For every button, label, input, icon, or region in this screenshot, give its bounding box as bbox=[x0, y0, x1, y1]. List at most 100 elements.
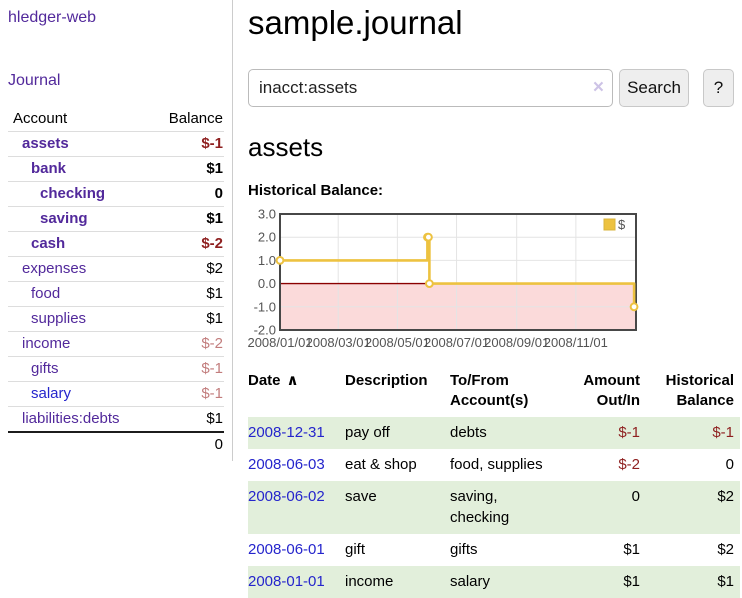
app-title-link[interactable]: hledger-web bbox=[8, 9, 97, 26]
sidebar-account-link-salary[interactable]: salary bbox=[31, 385, 72, 402]
account-heading: assets bbox=[248, 132, 324, 162]
sidebar-account-link-bank[interactable]: bank bbox=[31, 160, 67, 177]
account-row: saving $1 bbox=[8, 206, 224, 232]
accounts-header-balance: Balance bbox=[168, 110, 223, 127]
register-table: Date ∧ Description To/From Account(s) Amo… bbox=[248, 369, 740, 598]
register-cell-accounts: saving, checking bbox=[450, 488, 510, 526]
register-header-row: Date ∧ Description To/From Account(s) Amo… bbox=[248, 369, 740, 417]
sidebar-account-link-expenses[interactable]: expenses bbox=[22, 260, 87, 277]
register-cell-amount: $1 bbox=[623, 541, 640, 558]
register-cell-amount: $-1 bbox=[618, 424, 640, 441]
svg-text:-1.0: -1.0 bbox=[254, 299, 276, 314]
account-balance: $-2 bbox=[143, 331, 224, 357]
register-header-description: Description bbox=[345, 372, 428, 389]
sidebar-account-link-food[interactable]: food bbox=[31, 285, 61, 302]
legend-swatch bbox=[603, 218, 616, 231]
account-balance: $2 bbox=[143, 256, 224, 282]
account-row: supplies $1 bbox=[8, 306, 224, 332]
svg-text:2008/09/01: 2008/09/01 bbox=[484, 335, 549, 350]
register-cell-amount: $-2 bbox=[618, 456, 640, 473]
account-row: gifts $-1 bbox=[8, 356, 224, 382]
transaction-date-link[interactable]: 2008-06-03 bbox=[248, 456, 325, 473]
register-row: 2008-06-02 save saving, checking 0 $2 bbox=[248, 481, 740, 534]
sidebar-account-link-income[interactable]: income bbox=[22, 335, 71, 352]
sidebar-account-link-cash[interactable]: cash bbox=[31, 235, 66, 252]
help-button[interactable]: ? bbox=[703, 69, 734, 107]
accounts-table: Account Balance assets $-1 bank $1 checking 0… bbox=[8, 107, 224, 457]
register-cell-balance: 0 bbox=[725, 456, 734, 473]
sidebar-account-link-gifts[interactable]: gifts bbox=[31, 360, 59, 377]
sidebar-account-link-saving[interactable]: saving bbox=[40, 210, 88, 227]
register-cell-balance: $1 bbox=[717, 573, 734, 590]
accounts-total-row: 0 bbox=[8, 431, 224, 457]
register-cell-amount: 0 bbox=[631, 488, 640, 505]
register-header-accounts: To/From Account(s) bbox=[450, 372, 529, 409]
account-balance: $1 bbox=[143, 206, 224, 232]
balance-chart-svg: $3.0 2.0 1.0 0.0 -1.0 -2.02008/01/012008/03/0… bbox=[247, 207, 639, 350]
legend-label: $ bbox=[618, 217, 626, 232]
search-input[interactable] bbox=[248, 69, 613, 107]
register-header-date[interactable]: Date ∧ bbox=[248, 372, 299, 389]
register-cell-description: pay off bbox=[345, 424, 390, 441]
svg-text:3.0: 3.0 bbox=[258, 207, 276, 222]
accounts-table-header: Account Balance bbox=[8, 107, 224, 132]
register-cell-date: 2008-01-01 bbox=[248, 566, 345, 598]
register-cell-accounts: salary bbox=[450, 573, 491, 590]
chart-title: Historical Balance: bbox=[248, 182, 384, 199]
account-balance: $1 bbox=[143, 156, 224, 182]
register-row: 2008-06-03 eat & shop food, supplies $-2 0 bbox=[248, 449, 740, 481]
account-balance: $-2 bbox=[143, 231, 224, 257]
account-balance: $1 bbox=[143, 306, 224, 332]
register-header-amount: Amount Out/In bbox=[583, 372, 640, 409]
account-row: liabilities:debts $1 bbox=[8, 406, 224, 432]
main-content: sample.journal × Search ? assets Histori… bbox=[233, 0, 742, 598]
account-balance: 0 bbox=[143, 181, 224, 207]
account-row: food $1 bbox=[8, 281, 224, 307]
sidebar-account-link-assets[interactable]: assets bbox=[22, 135, 69, 152]
account-row: bank $1 bbox=[8, 156, 224, 182]
register-cell-date: 2008-06-03 bbox=[248, 449, 345, 481]
register-cell-date: 2008-06-02 bbox=[248, 481, 345, 534]
account-row: expenses $2 bbox=[8, 256, 224, 282]
account-row: checking 0 bbox=[8, 181, 224, 207]
register-cell-balance: $2 bbox=[717, 488, 734, 505]
balance-chart: $3.0 2.0 1.0 0.0 -1.0 -2.0 2008/01/01 2008/03/0… bbox=[247, 207, 740, 354]
sidebar-account-link-supplies[interactable]: supplies bbox=[31, 310, 87, 327]
svg-text:1.0: 1.0 bbox=[258, 253, 276, 268]
register-cell-description: eat & shop bbox=[345, 456, 417, 473]
account-balance: $1 bbox=[143, 281, 224, 307]
svg-text:-2.0: -2.0 bbox=[254, 323, 276, 338]
register-row: 2008-06-01 gift gifts $1 $2 bbox=[248, 534, 740, 566]
register-header-balance: Historical Balance bbox=[665, 372, 734, 409]
svg-text:2008/11/01: 2008/11/01 bbox=[544, 335, 608, 350]
account-row: cash $-2 bbox=[8, 231, 224, 257]
svg-text:2008/07/01: 2008/07/01 bbox=[424, 335, 489, 350]
register-cell-description: income bbox=[345, 573, 394, 590]
sidebar-account-link-liabilities-debts[interactable]: liabilities:debts bbox=[22, 410, 120, 427]
account-row: income $-2 bbox=[8, 331, 224, 357]
register-cell-description: gift bbox=[345, 541, 366, 558]
transaction-date-link[interactable]: 2008-06-02 bbox=[248, 488, 325, 505]
accounts-total-value: 0 bbox=[143, 431, 224, 457]
register-cell-amount: $1 bbox=[623, 573, 640, 590]
transaction-date-link[interactable]: 2008-12-31 bbox=[248, 424, 325, 441]
account-row: salary $-1 bbox=[8, 381, 224, 407]
accounts-header-account: Account bbox=[13, 110, 68, 127]
search-button[interactable]: Search bbox=[619, 69, 689, 107]
search-bar: × Search ? bbox=[248, 69, 740, 107]
sidebar-account-link-checking[interactable]: checking bbox=[40, 185, 106, 202]
account-balance: $1 bbox=[143, 406, 224, 432]
transaction-date-link[interactable]: 2008-06-01 bbox=[248, 541, 325, 558]
register-cell-date: 2008-06-01 bbox=[248, 534, 345, 566]
app-title: hledger-web bbox=[8, 9, 224, 27]
register-cell-accounts: gifts bbox=[450, 541, 478, 558]
clear-search-icon[interactable]: × bbox=[592, 77, 604, 98]
svg-text:2008/03/01: 2008/03/01 bbox=[306, 335, 371, 350]
sidebar-item-journal[interactable]: Journal bbox=[8, 72, 61, 89]
page-title: sample.journal bbox=[248, 4, 463, 41]
svg-text:2.0: 2.0 bbox=[258, 230, 276, 245]
account-balance: $-1 bbox=[143, 131, 224, 157]
register-cell-date: 2008-12-31 bbox=[248, 417, 345, 449]
sidebar: hledger-web Journal Account Balance asse… bbox=[0, 0, 233, 461]
